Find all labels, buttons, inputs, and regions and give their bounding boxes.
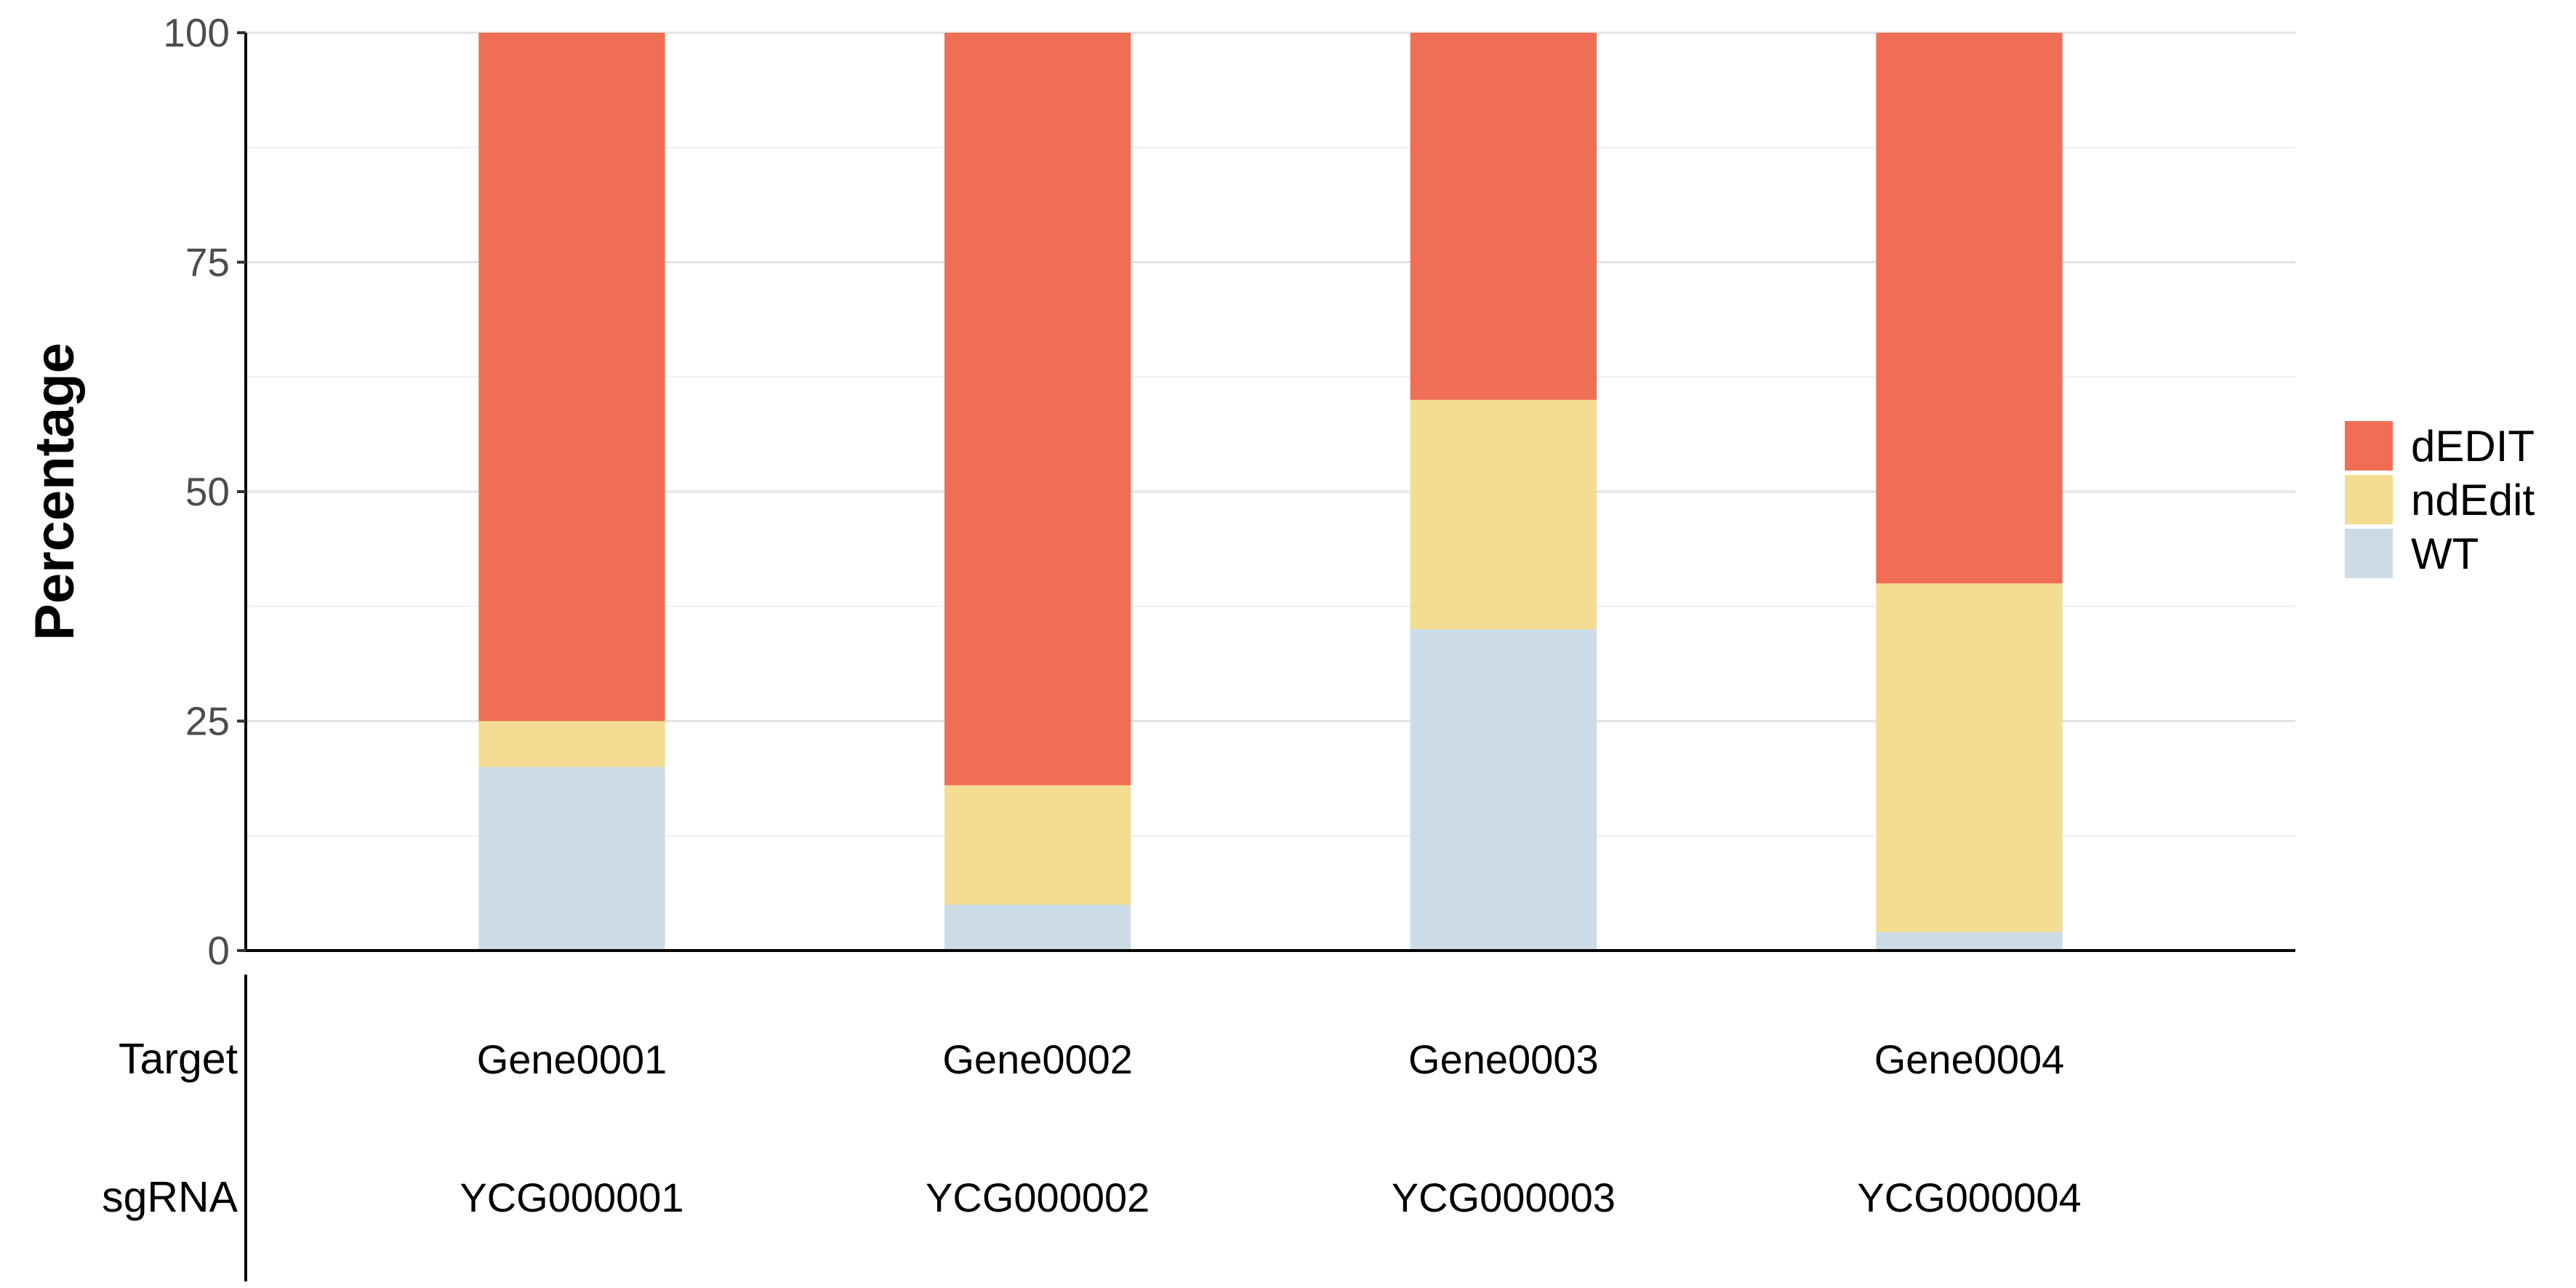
y-tick-label: 75 <box>185 240 230 285</box>
bar-dedit-gene0004 <box>1876 33 2063 584</box>
table-row-header-sgrna: sgRNA <box>102 1173 238 1221</box>
table-cell-sgrna: YCG000003 <box>1392 1175 1616 1220</box>
table-cell-target: Gene0004 <box>1874 1036 2065 1082</box>
table-cell-sgrna: YCG000004 <box>1857 1175 2081 1220</box>
table-cell-target: Gene0002 <box>942 1036 1133 1082</box>
legend-key-ndedit <box>2345 475 2393 524</box>
legend-key-wt <box>2345 529 2393 578</box>
legend: dEDIT ndEdit WT <box>2345 421 2535 578</box>
y-tick-label: 0 <box>207 928 230 973</box>
bar-wt-gene0001 <box>478 767 665 951</box>
legend-key-dedit <box>2345 421 2393 471</box>
bar-dedit-gene0002 <box>944 33 1131 785</box>
y-ticks: 0 25 50 75 100 <box>163 10 246 973</box>
bar-dedit-gene0003 <box>1410 33 1597 400</box>
bar-ndedit-gene0001 <box>478 721 665 767</box>
y-tick-label: 50 <box>185 469 230 514</box>
bar-wt-gene0002 <box>944 904 1131 951</box>
bar-wt-gene0003 <box>1410 629 1597 951</box>
bar-wt-gene0004 <box>1876 932 2063 951</box>
bars <box>478 33 2063 951</box>
legend-label-dedit: dEDIT <box>2411 422 2535 471</box>
table-cell-sgrna: YCG000001 <box>460 1175 683 1220</box>
y-axis-title: Percentage <box>24 343 86 641</box>
table-cell-target: Gene0003 <box>1408 1036 1599 1082</box>
bar-ndedit-gene0002 <box>944 785 1131 905</box>
table-cell-target: Gene0001 <box>477 1036 667 1082</box>
annotation-table: Target Gene0001 Gene0002 Gene0003 Gene0004 sg… <box>102 1035 2082 1221</box>
y-tick-label: 100 <box>163 10 230 55</box>
table-cell-sgrna: YCG000002 <box>926 1175 1149 1220</box>
y-tick-label: 25 <box>185 699 230 744</box>
legend-label-wt: WT <box>2411 529 2479 578</box>
legend-label-ndedit: ndEdit <box>2411 476 2535 524</box>
bar-ndedit-gene0004 <box>1876 583 2063 932</box>
bar-dedit-gene0001 <box>478 33 665 721</box>
table-row-header-target: Target <box>119 1035 238 1083</box>
bar-ndedit-gene0003 <box>1410 399 1597 630</box>
